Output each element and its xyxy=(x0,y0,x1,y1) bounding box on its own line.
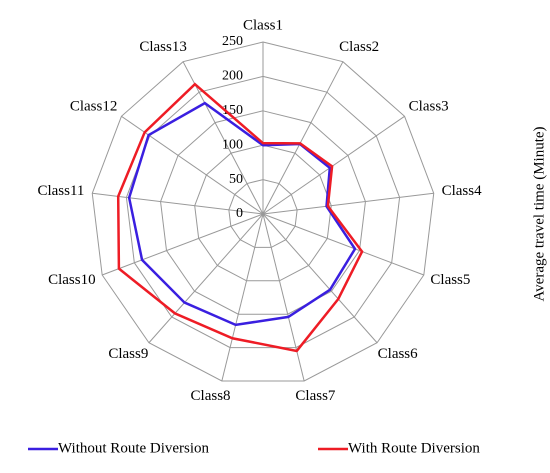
category-label: Class7 xyxy=(295,388,336,404)
category-label: Class11 xyxy=(37,183,84,199)
tick-label: 50 xyxy=(229,172,243,187)
series-line xyxy=(116,82,364,353)
category-label: Class12 xyxy=(70,99,118,115)
grid-line xyxy=(160,110,366,315)
category-label: Class1 xyxy=(243,17,283,33)
tick-label: 250 xyxy=(222,34,243,49)
category-label: Class3 xyxy=(409,99,449,115)
category-label: Class10 xyxy=(48,272,96,288)
spoke xyxy=(101,213,264,276)
spoke xyxy=(148,213,264,344)
spoke xyxy=(221,213,264,382)
series-line xyxy=(127,101,357,327)
grid-line xyxy=(194,144,332,282)
spoke xyxy=(262,213,378,344)
category-label: Class13 xyxy=(139,39,187,55)
category-label: Class4 xyxy=(442,183,483,199)
axis-title: Average travel time (Minute) xyxy=(531,126,547,301)
spoke xyxy=(262,213,305,382)
tick-label: 200 xyxy=(222,69,243,84)
spoke xyxy=(92,192,264,215)
category-label: Class2 xyxy=(339,39,379,55)
grid-line xyxy=(91,41,435,382)
category-label: Class5 xyxy=(430,272,470,288)
category-label: Class6 xyxy=(378,346,419,362)
spoke xyxy=(262,192,434,215)
tick-label: 0 xyxy=(236,206,243,221)
spoke xyxy=(262,61,344,215)
tick-label: 100 xyxy=(222,137,243,152)
legend-label: With Route Diversion xyxy=(348,440,480,456)
legend-label: Without Route Diversion xyxy=(58,440,210,456)
grid-line xyxy=(228,179,298,248)
tick-label: 150 xyxy=(222,103,243,118)
spoke xyxy=(262,213,425,276)
category-label: Class8 xyxy=(191,388,231,404)
category-label: Class9 xyxy=(108,346,148,362)
spoke xyxy=(262,115,405,215)
